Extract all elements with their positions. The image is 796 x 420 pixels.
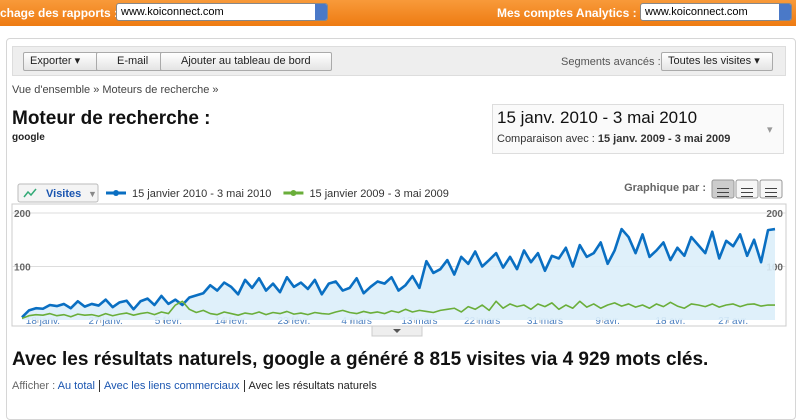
top-bar: chage des rapports : www.koiconnect.com …: [0, 0, 796, 26]
date-box[interactable]: 15 janv. 2010 - 3 mai 2010 Comparaison a…: [492, 104, 784, 154]
compare-label: Comparaison avec :: [497, 133, 595, 145]
button-text: Exporter: [30, 55, 72, 67]
filter-current: Avec les résultats naturels: [248, 380, 377, 392]
x-tick-label: 27 avr.: [718, 316, 748, 327]
metric-icon: [23, 188, 37, 198]
select-text: www.koiconnect.com: [121, 6, 224, 18]
segments-label: Segments avancés :: [561, 56, 661, 68]
chart: Visites ▼ 15 janvier 2010 - 3 mai 2010 15 j…: [11, 179, 787, 337]
summary: Avec les résultats naturels, google a gé…: [12, 349, 709, 370]
x-tick-label: 4 mars: [341, 316, 372, 327]
segments-select[interactable]: Toutes les visites ▾: [661, 52, 773, 71]
y-tick-label: 200: [766, 209, 783, 220]
series-line: [21, 227, 776, 319]
filter: Afficher : Au total Avec les liens commer…: [12, 380, 377, 392]
x-tick-label: 13 mars: [401, 316, 437, 327]
button-text: E-mail: [117, 55, 149, 67]
accounts-select[interactable]: www.koiconnect.com: [640, 3, 792, 21]
toolbar: Exporter ▾ E-mail Ajouter au tableau de …: [12, 46, 786, 76]
x-tick-label: 9 avr.: [595, 316, 619, 327]
reports-select[interactable]: www.koiconnect.com: [116, 3, 328, 21]
metric-text: Visites: [46, 188, 81, 200]
filter-link[interactable]: Avec les liens commerciaux: [103, 380, 240, 392]
accounts-label: Mes comptes Analytics :: [497, 6, 637, 20]
y-tick-label: 200: [14, 209, 31, 220]
compare-range: 15 janv. 2009 - 3 mai 2009: [597, 133, 731, 145]
x-tick-label: 18 avr.: [655, 316, 685, 327]
x-tick-label: 5 févr.: [155, 316, 182, 327]
date-arrow: ▾: [767, 124, 773, 136]
legend-label: 15 janvier 2010 - 3 mai 2010: [132, 188, 271, 200]
graph-by-label: Graphique par :: [624, 182, 706, 194]
filter-label: Afficher :: [12, 380, 56, 392]
legend-dot: [113, 190, 119, 196]
metric-arrow: ▼: [88, 189, 97, 199]
page-subtitle: google: [12, 132, 45, 143]
expand-arrow: [393, 329, 401, 333]
x-tick-label: 14 févr.: [215, 316, 248, 327]
select-text: www.koiconnect.com: [645, 6, 748, 18]
date-compare: Comparaison avec : 15 janv. 2009 - 3 mai…: [497, 133, 730, 145]
reports-label: chage des rapports :: [0, 6, 119, 20]
series-line: [21, 300, 775, 320]
legend-dot: [290, 190, 297, 196]
y-tick-label: 100: [14, 263, 31, 274]
button-text: Ajouter au tableau de bord: [181, 55, 311, 67]
export-button[interactable]: Exporter ▾: [23, 52, 103, 71]
metric-select[interactable]: [17, 183, 99, 203]
x-tick-label: 22 mars: [464, 316, 500, 327]
dashboard-button[interactable]: Ajouter au tableau de bord: [160, 52, 332, 71]
filter-link[interactable]: Au total: [57, 380, 95, 392]
email-button[interactable]: E-mail: [96, 52, 170, 71]
x-tick-label: 27 janv.: [89, 316, 123, 327]
page-title: Moteur de recherche :: [12, 108, 211, 129]
legend-label: 15 janvier 2009 - 3 mai 2009: [309, 188, 448, 200]
x-tick-label: 18 janv.: [26, 316, 60, 327]
x-tick-label: 23 févr.: [278, 316, 311, 327]
breadcrumb: Vue d'ensemble » Moteurs de recherche »: [12, 84, 219, 96]
separator: [98, 380, 100, 392]
date-current: 15 janv. 2010 - 3 mai 2010: [497, 108, 698, 127]
x-tick-label: 31 mars: [527, 316, 563, 327]
button-text: Toutes les visites: [668, 55, 752, 67]
area-fill: [22, 229, 775, 320]
separator: [243, 380, 245, 392]
